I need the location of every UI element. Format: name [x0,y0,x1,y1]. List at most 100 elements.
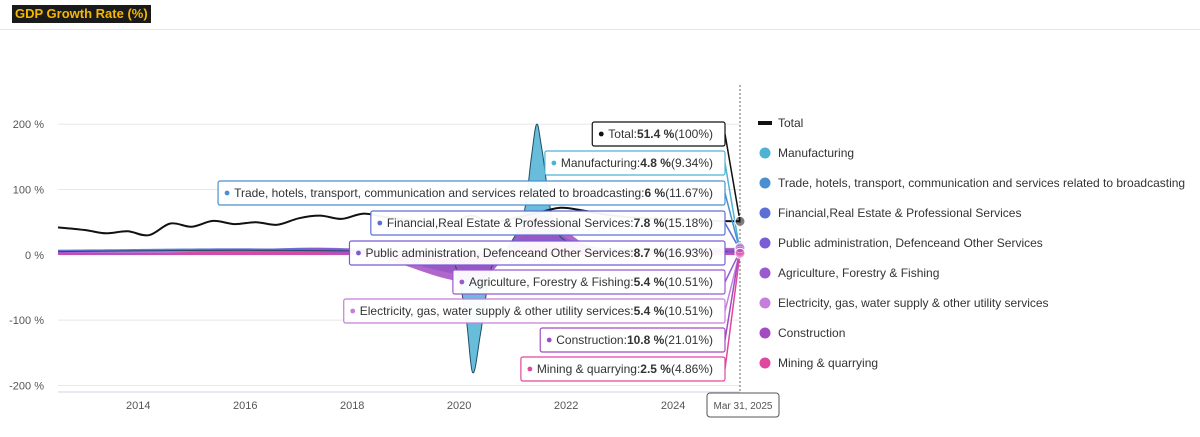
legend-label: Electricity, gas, water supply & other u… [778,296,1049,310]
tooltip-dot [551,160,557,166]
tooltip-connector [724,247,741,341]
tooltip-name: Public administration, Defenceand Other … [365,246,633,260]
tooltip-percent: (16.93%) [664,246,713,260]
tooltip-item: Agriculture, Forestry & Fishing: 5.4 % (1… [452,269,726,295]
legend-item[interactable]: Mining & quarrying [759,356,879,370]
legend-swatch [759,207,771,219]
crosshair: Mar 31, 2025 [706,85,780,418]
tooltip-box [343,298,726,324]
tooltip-box [348,240,726,266]
x-tick-label: 2016 [233,400,257,412]
tooltip-dot [377,220,383,226]
legend-label: Manufacturing [778,146,854,160]
crosshair-markers [734,215,746,259]
tooltip-connector [724,133,741,222]
y-axis-ticks: 200 % 100 % 0 % -100 % -200 % [9,119,44,392]
legend-item[interactable]: Agriculture, Forestry & Fishing [759,266,940,280]
tooltip-box [539,327,726,353]
legend-swatch [759,297,771,309]
legend-swatch [759,237,771,249]
x-tick-label: 2014 [126,400,150,412]
tooltip-item: Total: 51.4 % (100%) [591,121,726,147]
crosshair-date-box [706,392,780,418]
x-tick-label: 2018 [340,400,364,412]
tooltip-box [520,356,726,382]
legend-item[interactable]: Electricity, gas, water supply & other u… [759,296,1049,310]
tooltip-box [591,121,726,147]
tooltip-item: Mining & quarrying: 2.5 % (4.86%) [520,356,726,382]
x-tick-label: 2022 [554,400,578,412]
tooltip-percent: (4.86%) [671,362,713,376]
legend-label: Agriculture, Forestry & Fishing [778,266,939,280]
tooltip-name: Financial,Real Estate & Professional Ser… [387,216,634,230]
tooltip-box [544,150,726,176]
tooltip-value: 5.4 % [634,275,665,289]
tooltip-value: 51.4 % [637,127,675,141]
y-tick-label: 0 % [25,250,44,262]
legend-swatch [759,327,771,339]
legend-swatch [759,357,771,369]
tooltip-item: Financial,Real Estate & Professional Ser… [370,210,726,236]
tooltip-percent: (11.67%) [665,186,713,200]
x-axis-ticks: 2014 2016 2018 2020 2022 2024 [126,400,685,412]
legend-item[interactable]: Construction [759,326,846,340]
legend: Total Manufacturing Trade, hotels, transpo… [758,116,1185,370]
tooltip-connector [724,192,741,252]
crosshair-date-label: Mar 31, 2025 [714,401,773,412]
tooltip-name: Electricity, gas, water supply & other u… [360,304,634,318]
legend-label: Trade, hotels, transport, communication … [778,176,1185,190]
tooltip-item: Trade, hotels, transport, communication … [217,180,726,206]
legend-item[interactable]: Public administration, Defenceand Other … [759,236,1043,250]
tooltip-item: Construction: 10.8 % (21.01%) [539,327,726,353]
tooltip-name: Total: [608,127,637,141]
tooltip-percent: (15.18%) [664,216,713,230]
legend-item[interactable]: Manufacturing [759,146,855,160]
crosshair-marker [734,247,746,259]
tooltip-box [370,210,726,236]
tooltip-item: Electricity, gas, water supply & other u… [343,298,726,324]
tooltip-percent: (21.01%) [664,333,713,347]
tooltip-value: 5.4 % [634,304,665,318]
tooltip-dot [527,366,533,372]
legend-label: Public administration, Defenceand Other … [778,236,1043,250]
tooltip-value: 6 % [645,186,666,200]
tooltip-name: Mining & quarrying: [537,362,640,376]
tooltip-value: 4.8 % [640,156,671,170]
x-tick-label: 2024 [661,400,685,412]
legend-item[interactable]: Trade, hotels, transport, communication … [759,176,1186,190]
legend-item[interactable]: Total [758,116,803,130]
tooltip-value: 2.5 % [640,362,671,376]
tooltip-item: Public administration, Defenceand Other … [348,240,726,266]
y-tick-label: -200 % [9,380,44,392]
tooltip-name: Trade, hotels, transport, communication … [234,186,644,200]
y-tick-label: -100 % [9,315,44,327]
tooltip-box [217,180,726,206]
tooltip-dot [459,279,465,285]
tooltip-name: Agriculture, Forestry & Fishing: [469,275,634,289]
y-tick-label: 200 % [13,119,44,131]
tooltips: Total: 51.4 % (100%) Manufacturing: 4.8 % (… [217,121,726,382]
tooltip-connector [724,253,741,370]
tooltip-percent: (10.51%) [664,275,713,289]
title-divider [0,29,1200,30]
legend-label: Mining & quarrying [778,356,878,370]
y-tick-label: 100 % [13,185,44,197]
tooltip-percent: (100%) [674,127,713,141]
tooltip-percent: (10.51%) [664,304,713,318]
tooltip-box [452,269,726,295]
legend-swatch [759,147,771,159]
chart-title-container: GDP Growth Rate (%) [12,5,151,23]
tooltip-connector [724,162,741,252]
tooltip-name: Construction: [556,333,627,347]
x-tick-label: 2020 [447,400,471,412]
tooltip-dot [546,337,552,343]
legend-swatch [759,177,771,189]
legend-item[interactable]: Financial,Real Estate & Professional Ser… [759,206,1022,220]
tooltip-value: 8.7 % [634,246,665,260]
chart-title: GDP Growth Rate (%) [12,5,151,23]
tooltip-value: 7.8 % [634,216,665,230]
tooltip-dot [350,308,356,314]
legend-swatch [758,121,772,125]
legend-swatch [759,267,771,279]
